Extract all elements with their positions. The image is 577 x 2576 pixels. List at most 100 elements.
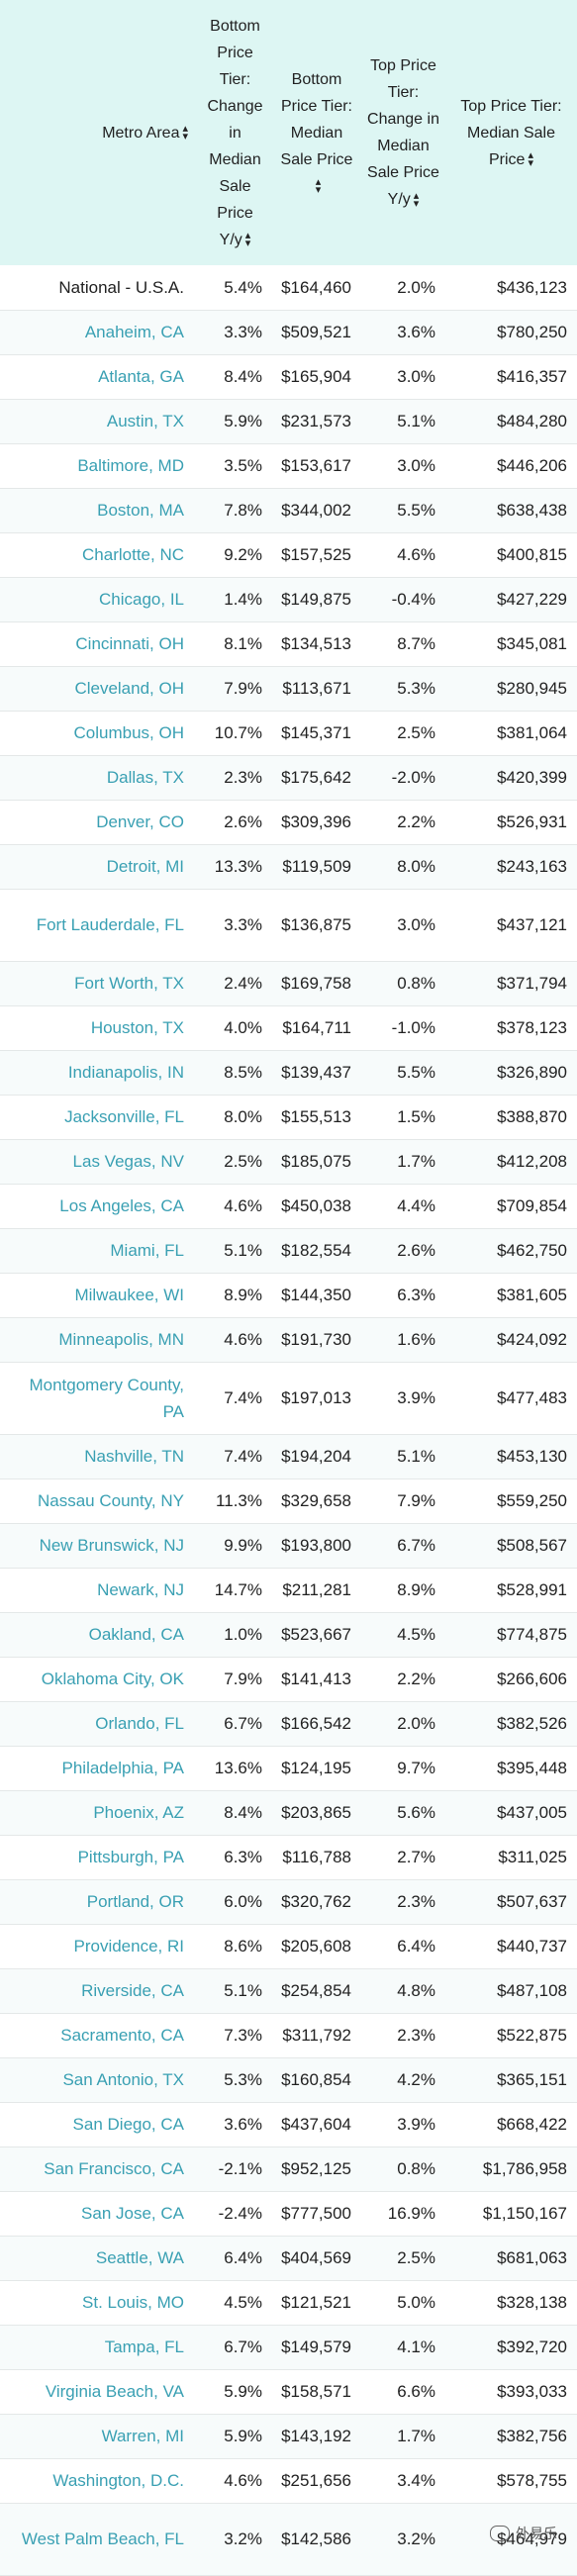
sort-arrows-icon[interactable]: ▴ ▾: [315, 176, 322, 197]
table-cell: $311,792: [282, 2026, 351, 2045]
sort-arrows-icon[interactable]: ▴ ▾: [413, 189, 420, 210]
table-cell: $1,150,167: [482, 2204, 567, 2223]
table-cell: 5.1%: [397, 412, 435, 430]
metro-link[interactable]: Washington, D.C.: [52, 2471, 184, 2490]
table-cell: $453,130: [497, 1447, 567, 1466]
table-cell: 1.4%: [224, 590, 262, 609]
sort-arrows-icon[interactable]: ▴ ▾: [244, 230, 251, 250]
metro-link[interactable]: Riverside, CA: [81, 1981, 184, 2000]
metro-link[interactable]: Sacramento, CA: [60, 2026, 184, 2045]
column-header-bottom-change[interactable]: Bottom Price Tier: Change in Median Sale…: [198, 0, 272, 265]
sort-arrows-icon[interactable]: ▴ ▾: [182, 123, 188, 143]
table-cell: $559,250: [497, 1491, 567, 1510]
table-cell: 6.4%: [397, 1937, 435, 1956]
metro-link[interactable]: Oklahoma City, OK: [41, 1670, 184, 1688]
metro-link[interactable]: Anaheim, CA: [84, 323, 184, 341]
table-cell: $416,357: [497, 367, 567, 386]
table-cell: $477,483: [497, 1388, 567, 1407]
table-cell: $254,854: [281, 1981, 351, 2000]
table-row: Las Vegas, NV 2.5% $185,075 1.7% $412,208: [0, 1139, 577, 1184]
metro-link[interactable]: Newark, NJ: [97, 1580, 184, 1599]
table-row: Orlando, FL 6.7% $166,542 2.0% $382,526: [0, 1701, 577, 1746]
metro-link[interactable]: Columbus, OH: [73, 723, 184, 742]
metro-link[interactable]: San Diego, CA: [72, 2115, 184, 2134]
table-cell: 4.2%: [397, 2070, 435, 2089]
metro-link[interactable]: Virginia Beach, VA: [45, 2382, 184, 2401]
metro-link[interactable]: Montgomery County, PA: [29, 1375, 184, 1421]
table-row: Denver, CO 2.6% $309,396 2.2% $526,931: [0, 800, 577, 844]
metro-link[interactable]: Charlotte, NC: [82, 545, 184, 564]
table-cell: $523,667: [281, 1625, 351, 1644]
metro-link[interactable]: Philadelphia, PA: [61, 1759, 185, 1777]
column-header-top-change[interactable]: Top Price Tier: Change in Median Sale Pr…: [361, 0, 445, 265]
metro-link[interactable]: St. Louis, MO: [82, 2293, 184, 2312]
table-cell: 5.0%: [397, 2293, 435, 2312]
metro-link[interactable]: Las Vegas, NV: [72, 1152, 184, 1171]
metro-link[interactable]: Chicago, IL: [99, 590, 184, 609]
sort-arrows-icon[interactable]: ▴ ▾: [528, 149, 533, 170]
column-header-top-price[interactable]: Top Price Tier: Median Sale Price ▴ ▾: [445, 0, 577, 265]
metro-link[interactable]: Houston, TX: [90, 1018, 184, 1037]
metro-link[interactable]: Atlanta, GA: [98, 367, 184, 386]
table-cell: $136,875: [281, 915, 351, 934]
metro-link[interactable]: Jacksonville, FL: [64, 1107, 184, 1126]
table-cell: 3.0%: [397, 456, 435, 475]
table-cell: $777,500: [281, 2204, 351, 2223]
table-cell: $446,206: [497, 456, 567, 475]
table-row: Oakland, CA 1.0% $523,667 4.5% $774,875: [0, 1612, 577, 1657]
metro-link[interactable]: Miami, FL: [110, 1241, 184, 1260]
metro-link[interactable]: Fort Worth, TX: [74, 974, 184, 993]
metro-link[interactable]: Boston, MA: [97, 501, 184, 520]
metro-link[interactable]: Milwaukee, WI: [74, 1286, 184, 1304]
table-row: Providence, RI 8.6% $205,608 6.4% $440,737: [0, 1924, 577, 1968]
table-cell: $381,605: [497, 1286, 567, 1304]
metro-link[interactable]: Minneapolis, MN: [58, 1330, 184, 1349]
metro-link[interactable]: Dallas, TX: [106, 768, 184, 787]
table-cell: $1,786,958: [482, 2159, 567, 2178]
column-header-metro-area[interactable]: Metro Area ▴ ▾: [0, 0, 198, 265]
metro-link[interactable]: Tampa, FL: [104, 2337, 184, 2356]
table-row: Oklahoma City, OK 7.9% $141,413 2.2% $266,60…: [0, 1657, 577, 1701]
table-cell: 4.5%: [224, 2293, 262, 2312]
metro-link[interactable]: Nashville, TN: [84, 1447, 184, 1466]
metro-link[interactable]: Seattle, WA: [95, 2248, 184, 2267]
table-cell: $155,513: [281, 1107, 351, 1126]
metro-link[interactable]: Oakland, CA: [88, 1625, 184, 1644]
metro-link[interactable]: Portland, OR: [86, 1892, 184, 1911]
metro-link[interactable]: Phoenix, AZ: [93, 1803, 184, 1822]
table-cell: $436,123: [497, 277, 567, 297]
metro-link[interactable]: San Jose, CA: [81, 2204, 184, 2223]
table-cell: 5.3%: [397, 679, 435, 698]
metro-link[interactable]: Providence, RI: [73, 1937, 185, 1956]
metro-link[interactable]: Los Angeles, CA: [59, 1196, 184, 1215]
metro-link[interactable]: Cleveland, OH: [74, 679, 184, 698]
column-header-bottom-price[interactable]: Bottom Price Tier: Median Sale Price ▴ ▾: [272, 0, 361, 265]
metro-link[interactable]: Detroit, MI: [106, 857, 184, 876]
table-cell: $280,945: [497, 679, 567, 698]
metro-link[interactable]: Fort Lauderdale, FL: [36, 915, 184, 934]
table-cell: 2.0%: [397, 277, 435, 297]
table-cell: $578,755: [497, 2471, 567, 2490]
metro-link[interactable]: Austin, TX: [106, 412, 184, 430]
table-cell: 7.4%: [224, 1447, 262, 1466]
table-cell: $211,281: [282, 1580, 351, 1599]
metro-link[interactable]: New Brunswick, NJ: [39, 1536, 184, 1555]
table-row: Fort Worth, TX 2.4% $169,758 0.8% $371,794: [0, 961, 577, 1005]
table-cell: $153,617: [281, 456, 351, 475]
table-body: National - U.S.A. 5.4% $164,460 2.0% $436,12…: [0, 265, 577, 2575]
table-cell: $243,163: [497, 857, 567, 876]
metro-link[interactable]: San Francisco, CA: [44, 2159, 184, 2178]
metro-link[interactable]: Indianapolis, IN: [67, 1063, 184, 1082]
metro-link[interactable]: San Antonio, TX: [62, 2070, 184, 2089]
table-row: Charlotte, NC 9.2% $157,525 4.6% $400,815: [0, 532, 577, 577]
metro-link[interactable]: Warren, MI: [101, 2427, 184, 2445]
table-cell: 6.4%: [224, 2248, 262, 2267]
metro-link[interactable]: West Palm Beach, FL: [21, 2529, 184, 2548]
metro-link[interactable]: Cincinnati, OH: [75, 634, 184, 653]
metro-link[interactable]: Denver, CO: [96, 812, 184, 831]
table-cell: $668,422: [497, 2115, 567, 2134]
metro-link[interactable]: Pittsburgh, PA: [77, 1848, 184, 1866]
metro-link[interactable]: Nassau County, NY: [37, 1491, 184, 1510]
metro-link[interactable]: Orlando, FL: [95, 1714, 184, 1733]
metro-link[interactable]: Baltimore, MD: [77, 456, 184, 475]
